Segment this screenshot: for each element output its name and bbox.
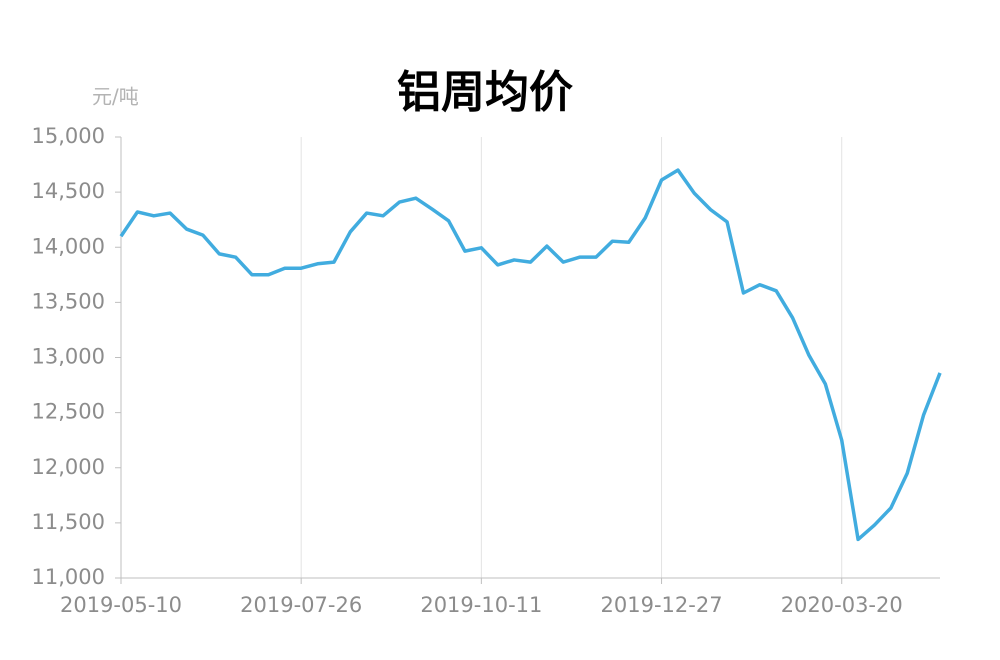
x-tick-label: 2020-03-20 — [781, 593, 903, 617]
y-tick-label: 14,500 — [32, 179, 105, 203]
y-tick-label: 12,000 — [32, 455, 105, 479]
chart-title: 铝周均价 — [397, 67, 573, 118]
x-tick-label: 2019-10-11 — [420, 593, 542, 617]
y-tick-label: 13,000 — [32, 345, 105, 369]
y-tick-label: 13,500 — [32, 289, 105, 313]
y-tick-label: 12,500 — [32, 400, 105, 424]
y-tick-label: 15,000 — [32, 124, 105, 148]
x-tick-label: 2019-05-10 — [60, 593, 182, 617]
x-tick-label: 2019-12-27 — [601, 593, 723, 617]
line-series — [119, 168, 942, 542]
y-axis-label: 元/吨 — [92, 85, 139, 109]
x-tick-label: 2019-07-26 — [240, 593, 362, 617]
y-tick-label: 11,000 — [32, 565, 105, 589]
y-tick-label: 14,000 — [32, 234, 105, 258]
y-tick-label: 11,500 — [32, 510, 105, 534]
